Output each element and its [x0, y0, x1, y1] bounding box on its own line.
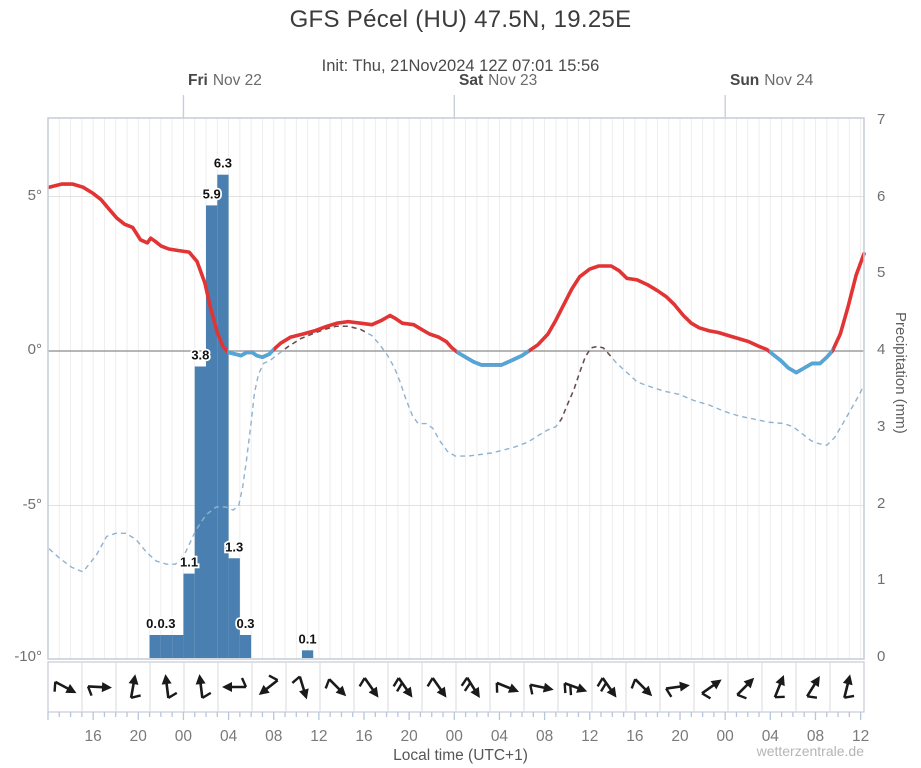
wind-arrow-icon [736, 677, 755, 700]
temperature-line [47, 182, 866, 375]
wind-arrow-icon [806, 675, 820, 699]
temp-tick-neg5: -5° [22, 496, 42, 513]
x-tick-label: 20 [671, 728, 689, 745]
x-tick-label: 08 [536, 728, 553, 745]
wind-arrow-icon [842, 674, 855, 699]
day-name: Sat [459, 72, 484, 89]
wind-arrow-icon [563, 682, 588, 696]
x-tick-label: 04 [220, 728, 238, 745]
wind-arrow-icon [392, 677, 413, 698]
precip-bar [217, 174, 229, 658]
wind-arrow-icon [128, 674, 141, 699]
init-subtitle: Init: Thu, 21Nov2024 12Z 07:01 15:56 [321, 57, 600, 75]
precip-bar-label: 1.3 [225, 539, 243, 554]
x-tick-label: 16 [355, 728, 372, 745]
x-tick-label: 20 [130, 728, 148, 745]
x-tick-label: 08 [807, 728, 824, 745]
precip-bar-label: 5.9 [203, 186, 221, 201]
day-label-sun: Sun Nov 24 [730, 72, 813, 90]
dewpoint-line-dark [283, 325, 613, 573]
x-tick-label: 12 [310, 728, 327, 745]
precip-tick-0: 0 [877, 648, 886, 665]
day-label-sat: Sat Nov 23 [459, 72, 537, 90]
precip-tick-2: 2 [877, 495, 886, 512]
page-title: GFS Pécel (HU) 47.5N, 19.25E [289, 6, 632, 33]
x-tick-label: 20 [401, 728, 419, 745]
day-date: Nov 23 [488, 72, 538, 89]
precip-bar [228, 558, 240, 658]
wind-arrow-icon [460, 676, 480, 699]
precip-bar-label: 0.1 [299, 631, 317, 646]
day-name: Fri [188, 72, 208, 89]
precip-tick-1: 1 [877, 571, 886, 588]
wind-arrow-icon [529, 682, 554, 695]
temp-tick-neg10: -10° [14, 648, 42, 665]
wind-arrow-icon [495, 681, 520, 693]
precip-tick-3: 3 [877, 418, 886, 435]
precip-bar-label: 0.3 [146, 616, 164, 631]
day-date: Nov 24 [764, 72, 814, 89]
wind-arrow-icon [258, 674, 279, 696]
precip-axis-label: Precipitation (mm) [892, 312, 909, 434]
precip-bar [301, 650, 314, 658]
precip-bar [206, 205, 218, 658]
precip-bar [183, 573, 195, 658]
x-tick-label: 04 [491, 728, 509, 745]
x-tick-label: 16 [85, 728, 102, 745]
precip-bar [149, 634, 161, 658]
precip-bar [160, 634, 173, 658]
precip-bar [239, 634, 252, 658]
precip-bar-label: 1.1 [180, 555, 198, 570]
day-label-fri: Fri Nov 22 [188, 72, 262, 90]
wind-arrow-icon [324, 678, 347, 697]
precip-bar-label: 6.3 [214, 156, 232, 171]
day-name: Sun [730, 72, 760, 89]
x-tick-label: 12 [852, 728, 869, 745]
precip-bar [172, 634, 184, 658]
dewpoint-line [48, 325, 865, 573]
wind-arrow-icon [773, 674, 785, 699]
precip-tick-5: 5 [877, 264, 886, 281]
precip-tick-7: 7 [877, 111, 886, 128]
x-tick-label: 00 [446, 728, 464, 745]
wind-arrow-icon [596, 677, 617, 698]
wind-arrow-icon [222, 677, 248, 692]
wind-arrow-icon [665, 681, 690, 698]
x-axis-label: Local time (UTC+1) [393, 747, 528, 764]
wind-arrow-icon [291, 675, 309, 700]
watermark: wetterzentrale.de [756, 743, 864, 759]
x-tick-label: 00 [717, 728, 735, 745]
precip-bar [194, 366, 207, 658]
precip-bar-label: 0.3 [236, 616, 254, 631]
precip-bar-label: 0.3 [157, 616, 175, 631]
wind-arrow-icon [630, 678, 653, 697]
wind-arrow-icon [195, 674, 212, 699]
precip-bar-label: 3.8 [191, 347, 209, 362]
temperature-line-below-zero [227, 182, 833, 375]
x-tick-label: 08 [265, 728, 282, 745]
wind-arrow-icon [358, 677, 379, 698]
wind-arrow-icon [161, 674, 178, 699]
precip-tick-4: 4 [877, 341, 886, 358]
plot-border [47, 117, 865, 660]
x-tick-label: 16 [626, 728, 643, 745]
wind-arrow-icon [701, 679, 722, 700]
wind-arrow-icon [86, 682, 112, 697]
x-tick-label: 04 [762, 728, 780, 745]
temp-tick-5: 5° [27, 187, 42, 204]
x-tick-label: 00 [175, 728, 193, 745]
precip-tick-6: 6 [877, 188, 886, 205]
x-tick-label: 12 [581, 728, 598, 745]
wind-arrow-icon [426, 677, 447, 698]
day-date: Nov 22 [212, 72, 262, 89]
wind-arrow-icon [53, 680, 77, 694]
temp-tick-0: 0° [27, 341, 42, 358]
